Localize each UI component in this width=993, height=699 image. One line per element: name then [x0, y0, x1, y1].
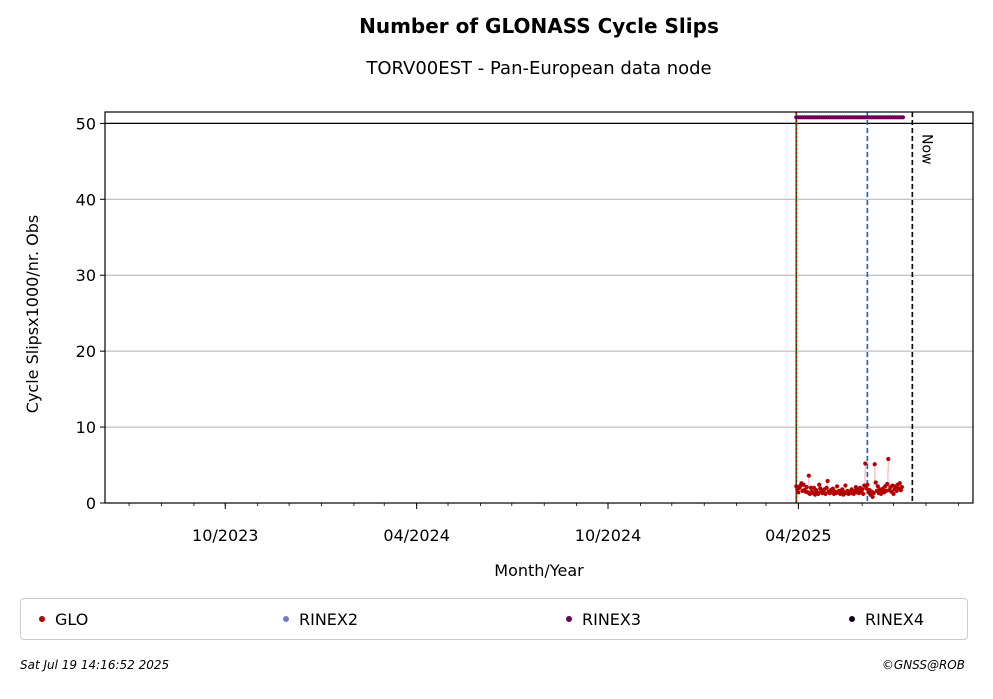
- legend-item-glo: GLO: [39, 599, 88, 639]
- grid-lines: [105, 122, 973, 428]
- glo-point: [899, 484, 904, 490]
- glo-point: [843, 483, 848, 488]
- glo-point: [890, 483, 895, 488]
- chart-title: Number of GLONASS Cycle Slips: [359, 14, 719, 38]
- glo-point: [796, 490, 801, 495]
- y-tick-label-0: 0: [86, 494, 96, 513]
- glo-point: [808, 485, 814, 490]
- glo-point: [871, 491, 876, 496]
- legend-label-rinex2: RINEX2: [299, 609, 359, 629]
- x-tick-label-04/2024: 04/2024: [383, 526, 449, 545]
- y-tick-label-10: 10: [76, 418, 96, 437]
- legend-marker-rinex2: [283, 616, 289, 622]
- glo-point: [817, 482, 822, 487]
- glo-point: [860, 487, 865, 492]
- glo-point: [840, 487, 845, 492]
- glo-point: [884, 488, 889, 493]
- legend-marker-rinex3: [566, 616, 572, 622]
- glo-point: [891, 491, 896, 496]
- chart-subtitle: TORV00EST - Pan-European data node: [366, 58, 712, 79]
- x-tick-label-10/2023: 10/2023: [192, 526, 258, 545]
- y-axis-label: Cycle Slipsx1000/nr. Obs: [23, 215, 42, 413]
- glo-point: [825, 478, 830, 484]
- y-tick-label-40: 40: [76, 190, 96, 209]
- legend-label-rinex4: RINEX4: [865, 609, 925, 629]
- glo-point: [861, 491, 866, 496]
- glo-point: [862, 483, 867, 488]
- glo-point: [804, 484, 809, 490]
- glo-point: [853, 484, 858, 490]
- y-tick-label-30: 30: [76, 266, 96, 285]
- glo-point: [830, 486, 835, 491]
- glo-point: [824, 485, 829, 490]
- glo-point: [834, 484, 840, 489]
- glo-point: [806, 473, 811, 478]
- glo-point: [864, 486, 869, 491]
- x-tick-label-04/2025: 04/2025: [765, 526, 831, 545]
- glo-point: [873, 480, 878, 485]
- y-tick-label-20: 20: [76, 342, 96, 361]
- glo-point: [886, 456, 891, 462]
- footer-timestamp: Sat Jul 19 14:16:52 2025: [20, 658, 170, 672]
- legend-item-rinex3: RINEX3: [566, 599, 641, 639]
- legend-item-rinex2: RINEX2: [283, 599, 358, 639]
- x-tick-label-10/2024: 10/2024: [575, 526, 641, 545]
- glo-point: [823, 491, 828, 496]
- glo-point: [885, 481, 890, 487]
- glo-point: [872, 462, 877, 467]
- axes: 0 10 20 30 40 50 10/2023 04/2024 10/2024 04/2025: [76, 114, 959, 545]
- now-label: Now: [918, 134, 934, 165]
- legend-marker-rinex4: [849, 616, 855, 622]
- legend-label-rinex3: RINEX3: [582, 609, 642, 629]
- glo-point: [870, 494, 875, 500]
- legend-marker-glo: [39, 616, 45, 622]
- y-tick-label-50: 50: [76, 114, 96, 133]
- footer-credit: ©GNSS@ROB: [881, 658, 965, 672]
- glo-point: [897, 481, 902, 486]
- glo-point: [801, 482, 806, 487]
- glo-point: [875, 484, 880, 489]
- data-points: [794, 115, 906, 500]
- plot-frame: [104, 111, 974, 504]
- vertical-marker-lines: Now: [795, 112, 934, 503]
- x-axis-label: Month/Year: [494, 561, 584, 580]
- legend-item-rinex4: RINEX4: [849, 599, 924, 639]
- glo-point: [863, 461, 868, 466]
- legend: GLO RINEX2 RINEX3 RINEX4: [20, 598, 968, 640]
- rinex3-point: [900, 115, 906, 120]
- glo-point: [816, 491, 821, 496]
- glo-point: [865, 482, 870, 487]
- legend-label-glo: GLO: [55, 609, 89, 629]
